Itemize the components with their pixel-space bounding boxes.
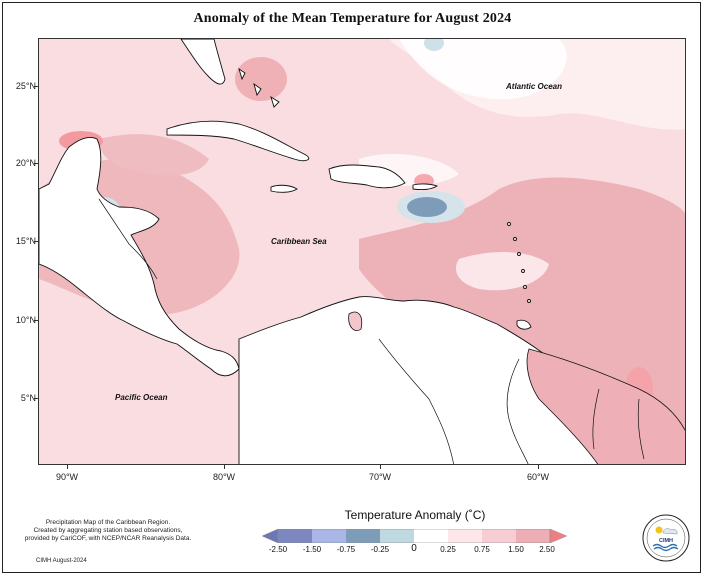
legend-title: Temperature Anomaly (˚C) [344,508,486,522]
land-antilles-2 [513,237,517,241]
legend-label-2: -1.50 [302,545,322,554]
legend-label-9: 2.50 [539,545,555,554]
border-guyana-suriname [592,388,600,450]
lat-tick-mark-20 [34,163,38,164]
land-cuba [166,120,310,162]
legend-swatch-4 [380,529,414,543]
land-bahamas-1 [238,67,246,81]
logo-wave-2 [653,546,679,552]
note-line-1: Precipitation Map of the Caribbean Regio… [45,519,171,526]
land-jamaica [270,184,298,193]
legend-label-3: -0.75 [336,545,356,554]
lat-tick-mark-25 [34,86,38,87]
border-suriname-guiana [637,398,645,460]
logo-sun [655,526,663,534]
sun-cloud-logo-icon: CIMH [642,514,690,562]
lat-tick-5: 5°N [20,393,36,403]
land-bahamas-3 [270,95,280,108]
legend-swatch-3 [346,529,380,543]
border-venezuela-guyana [506,358,529,464]
lat-tick-mark-5 [34,398,38,399]
note-line-3: provided by CariCOF, with NCEP/NCAR Rean… [24,535,192,542]
legend-swatch-6 [448,529,482,543]
label-atlantic-ocean: Atlantic Ocean [506,82,563,91]
anomaly-zone-pale-east [455,252,549,291]
hot-spot-bahamas [235,57,287,101]
land-antilles-4 [521,269,525,273]
legend-label-6: 0.25 [440,545,456,554]
land-antilles-5 [523,285,527,289]
legend-label-5: 0 [411,543,417,554]
lat-tick-25: 25°N [15,81,36,91]
lon-tick-80: 80°W [212,472,236,482]
legend-colorbar [262,529,567,543]
cool-spot-north [424,39,444,51]
legend-swatch-1 [278,529,312,543]
map-title: Anomaly of the Mean Temperature for Augu… [193,11,512,26]
lat-tick-20: 20°N [15,158,36,168]
label-pacific-ocean: Pacific Ocean [115,393,168,402]
land-bahamas-2 [253,82,262,97]
logo-inner-ring [646,518,686,558]
legend-arrow-low [262,529,279,543]
land-florida [180,39,226,85]
map-canvas [39,39,685,464]
anomaly-zone-medium [99,134,209,176]
anomaly-map [38,38,686,465]
logo-cloud [662,528,678,535]
lat-tick-mark-15 [34,241,38,242]
land-antilles-1 [507,222,511,226]
map-notes: Precipitation Map of the Caribbean Regio… [18,519,198,543]
legend-swatch-8 [516,529,550,543]
anomaly-zone-white [399,39,567,100]
legend-label-8: 1.50 [508,545,524,554]
legend-swatch-2 [312,529,346,543]
legend-label-1: -2.50 [268,545,288,554]
label-caribbean-sea: Caribbean Sea [271,237,327,246]
land-trinidad [516,319,532,330]
lat-tick-mark-10 [34,320,38,321]
note-line-2: Created by aggregating station based obs… [33,527,183,534]
legend-border [277,529,551,543]
lon-tick-mark-60 [538,465,539,469]
logo-wave-1 [652,543,678,549]
legend-arrow-high [549,529,567,543]
legend-swatch-5 [414,529,448,543]
lon-tick-90: 90°W [55,472,79,482]
lon-tick-60: 60°W [526,472,550,482]
lake-maracaibo [348,311,363,331]
lat-tick-10: 10°N [15,315,36,325]
land-guianas-shaded [526,348,685,464]
land-puerto-rico [412,183,439,190]
lon-tick-mark-90 [67,465,68,469]
cool-spot-pr-inner [407,197,447,217]
border-central-america [98,198,158,280]
lon-tick-70: 70°W [368,472,392,482]
legend-label-4: -0.25 [370,545,390,554]
credit-text: CIMH August-2024 [36,558,87,564]
logo-text: CIMH [659,538,673,544]
land-central-america [39,136,240,377]
legend-swatch-7 [482,529,516,543]
lat-tick-15: 15°N [15,236,36,246]
lon-tick-mark-80 [224,465,225,469]
legend-label-7: 0.75 [474,545,490,554]
land-hispaniola [328,164,406,189]
border-venezuela-colombia [378,338,454,464]
country-borders [98,198,645,464]
lon-tick-mark-70 [380,465,381,469]
land-antilles-6 [527,299,531,303]
land-antilles-3 [517,252,521,256]
